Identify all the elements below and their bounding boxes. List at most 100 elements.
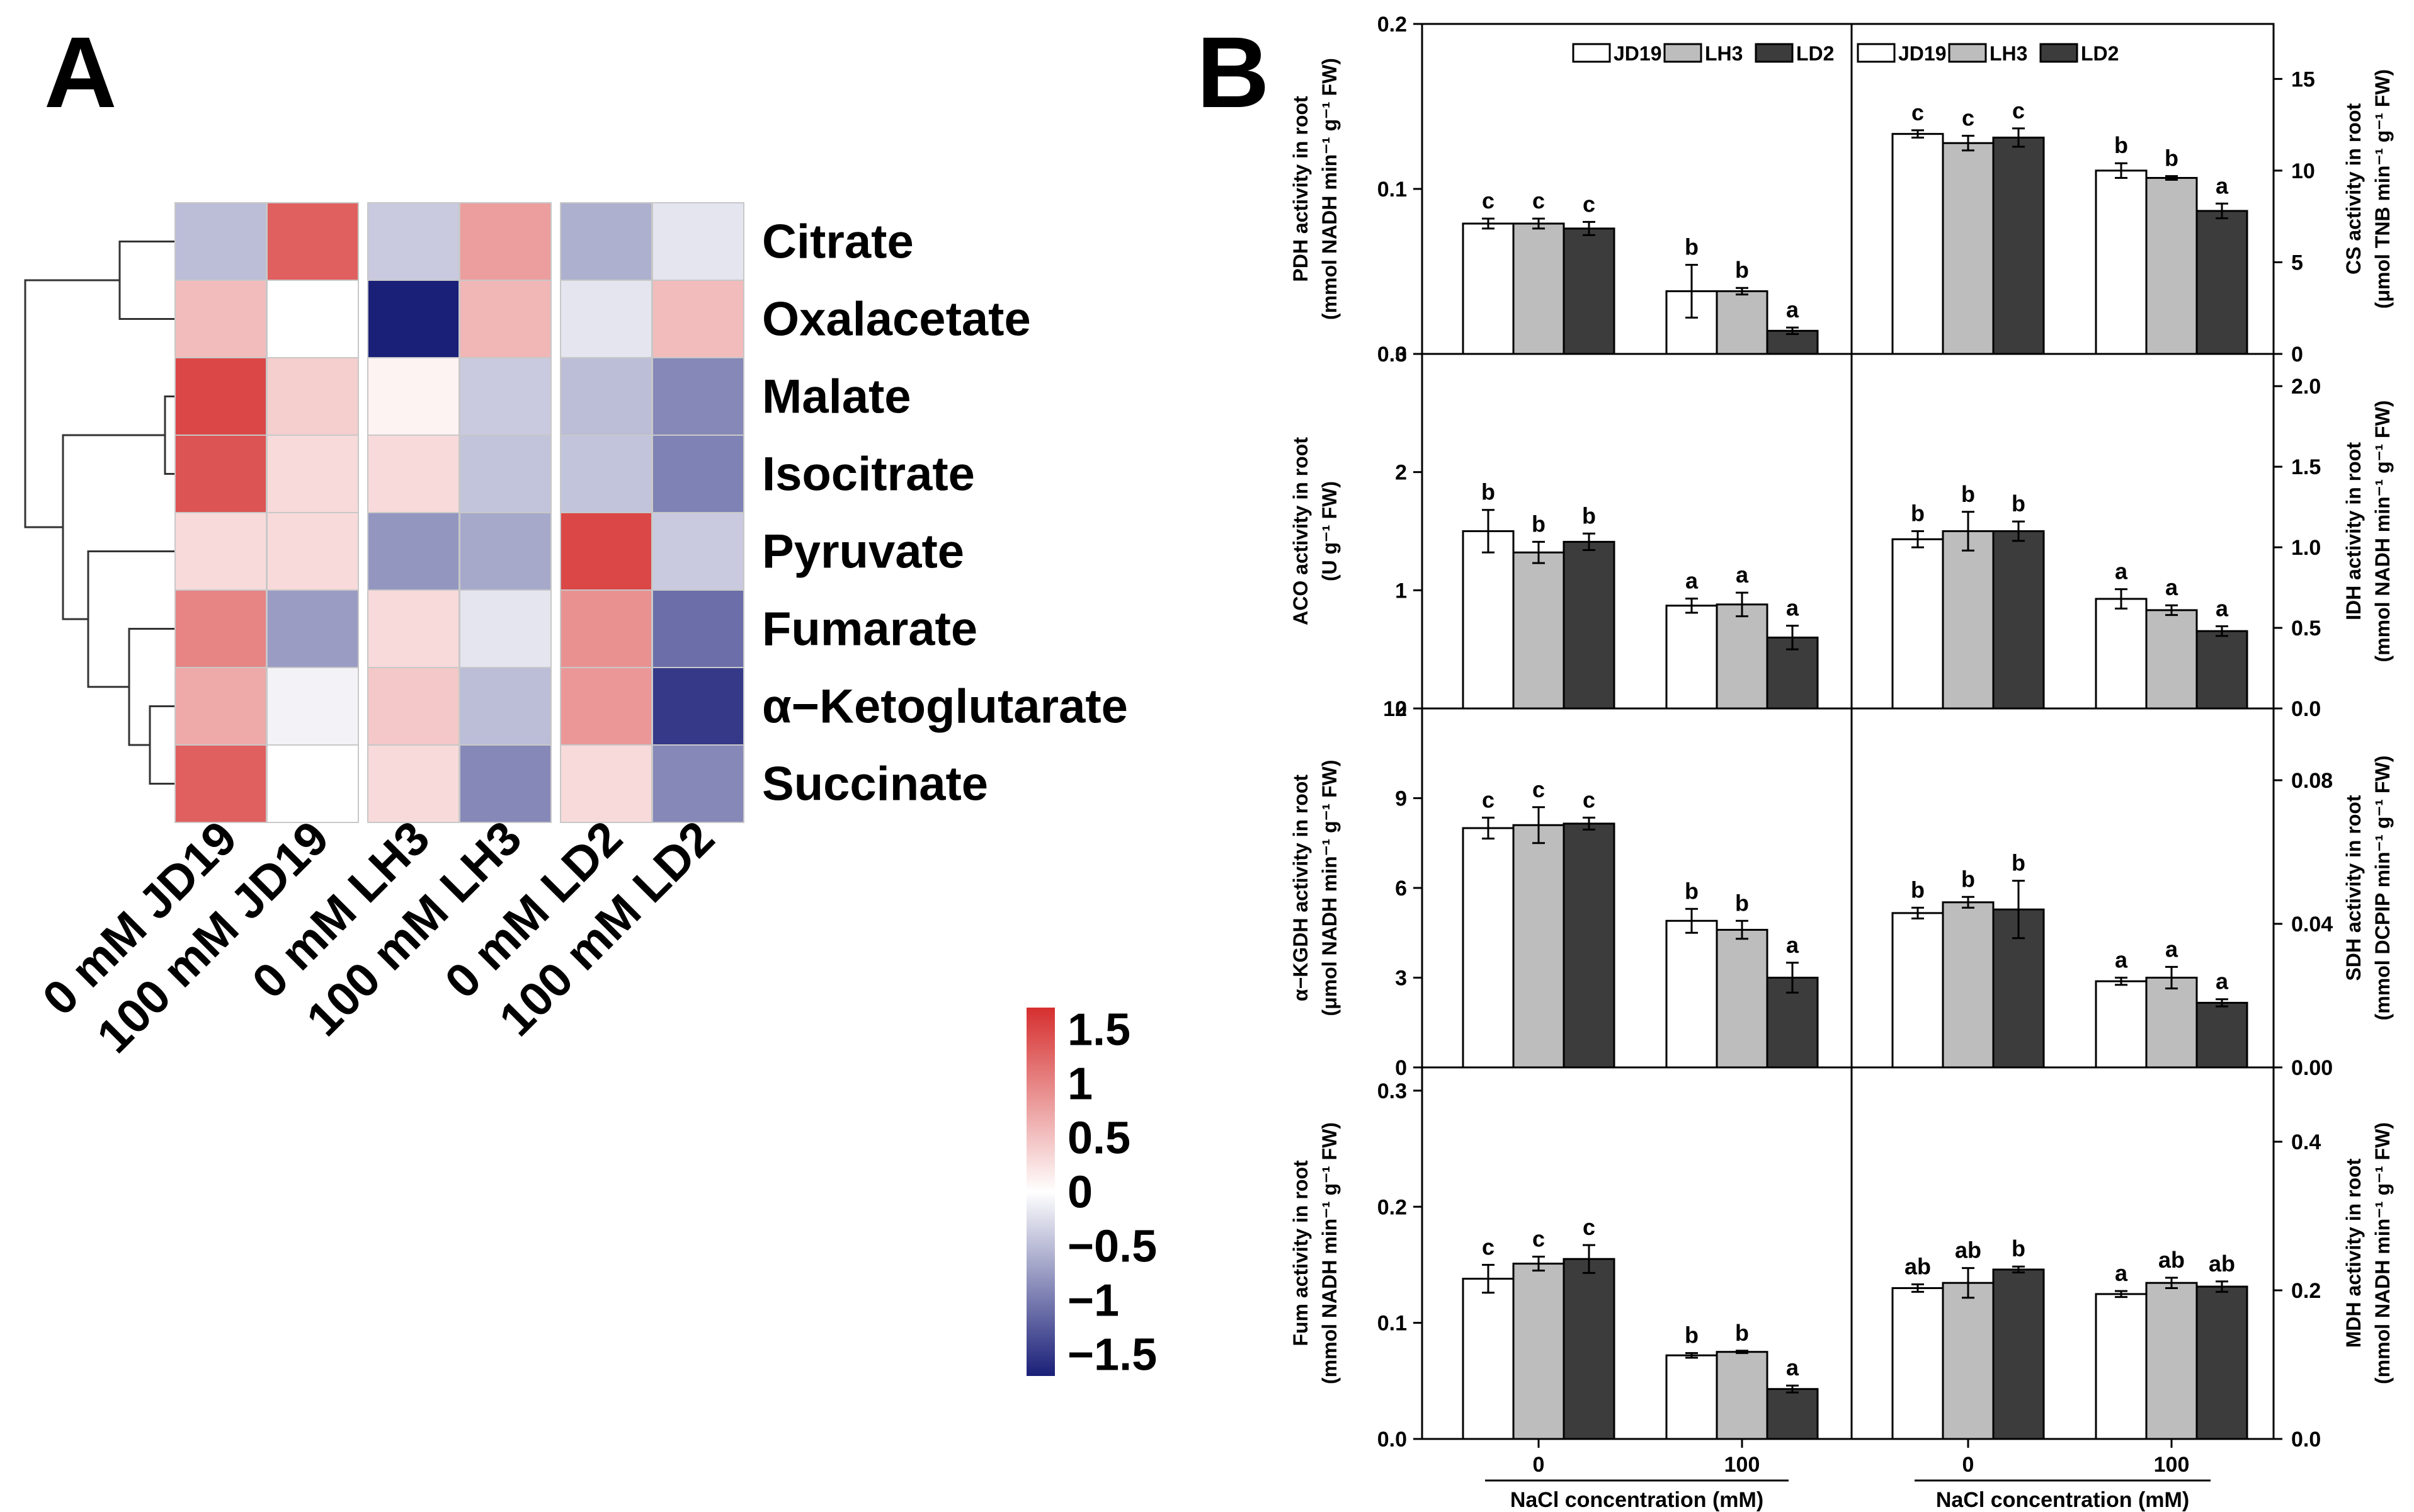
y-tick-label: 2.0 xyxy=(2291,375,2321,399)
bar xyxy=(1462,827,1515,1069)
heatmap-row-label: Pyruvate xyxy=(762,525,964,579)
bar xyxy=(1462,222,1515,355)
bar-legend: JD19 LH3 LD2 xyxy=(1572,42,1834,65)
legend-swatch xyxy=(1948,43,1987,63)
legend-swatch xyxy=(2039,43,2078,63)
y-axis-label-line2: (mmol NADH min⁻¹ g⁻¹ FW) xyxy=(1318,58,1341,320)
bar xyxy=(2195,1001,2248,1069)
heatmap-cell xyxy=(652,280,744,358)
y-tick-label: 3 xyxy=(1395,967,1407,991)
y-axis-label-line2: (μmol TNB min⁻¹ g⁻¹ FW) xyxy=(2371,69,2394,309)
y-axis-label-line1: PDH activity in root xyxy=(1289,96,1312,282)
y-tick-label: 0.2 xyxy=(1377,13,1407,37)
significance-letter: b xyxy=(1735,1320,1749,1346)
heatmap-color-legend: 1.510.50−0.5−1−1.5 xyxy=(1027,1004,1157,1380)
significance-letter: a xyxy=(1786,1355,1799,1380)
panel-label-a: A xyxy=(44,16,117,128)
significance-letter: b xyxy=(1735,257,1749,283)
significance-letter: c xyxy=(1482,188,1495,213)
panel-a: A Citrate Oxalacetate Malate Isocitrate Pyru… xyxy=(24,16,1157,1380)
bar xyxy=(1942,901,1995,1069)
heatmap-cell xyxy=(174,512,267,591)
heatmap-row-label: Succinate xyxy=(762,758,988,811)
bar xyxy=(1942,142,1995,355)
heatmap-cell xyxy=(652,744,744,823)
heatmap-cell xyxy=(174,435,267,513)
heatmap-cell xyxy=(459,280,552,358)
significance-letter: b xyxy=(2012,1236,2025,1261)
bar xyxy=(1512,551,1565,710)
significance-letter: a xyxy=(1786,932,1799,958)
heatmap-cell xyxy=(459,202,552,281)
y-tick-label: 10 xyxy=(2291,159,2315,183)
heatmap-cell xyxy=(652,512,744,591)
bar-chart-fum: 0.0 0.1 0.2 0.3 Fum activity in root (mmol NA… xyxy=(1289,1066,1853,1512)
significance-letter: a xyxy=(2216,969,2229,994)
legend-swatch xyxy=(1857,43,1896,63)
bar xyxy=(2095,598,2148,710)
colorbar-tick-label: 1.5 xyxy=(1068,1004,1130,1055)
heatmap-cell xyxy=(174,202,267,281)
y-axis-label: CS activity in root (μmol TNB min⁻¹ g⁻¹ F… xyxy=(2342,69,2394,309)
significance-letter: a xyxy=(2165,574,2178,600)
significance-letter: c xyxy=(1532,776,1545,802)
bar xyxy=(1563,540,1615,710)
heatmap-cell xyxy=(560,202,652,281)
x-tick-label: 0 xyxy=(1533,1453,1545,1477)
significance-letter: c xyxy=(1482,787,1495,812)
colorbar-tick-label: 0.5 xyxy=(1068,1113,1130,1163)
y-axis-label-line1: IDH activity in root xyxy=(2342,442,2365,620)
heatmap-row-label: Fumarate xyxy=(762,603,977,656)
significance-letter: a xyxy=(2115,559,2128,584)
bar xyxy=(1992,1268,2045,1440)
heatmap-cell xyxy=(174,589,267,668)
x-tick-label: 100 xyxy=(2154,1453,2190,1477)
y-tick-label: 0.5 xyxy=(2291,617,2321,640)
y-tick-label: 0.0 xyxy=(2291,697,2321,721)
bar xyxy=(1891,912,1944,1069)
heatmap-row-label: Isocitrate xyxy=(762,448,975,501)
significance-letter: b xyxy=(2114,132,2128,158)
heatmap-cell xyxy=(266,512,359,591)
heatmap-cell xyxy=(367,744,460,823)
heatmap-cell xyxy=(459,357,552,436)
heatmap-cell xyxy=(560,512,652,591)
significance-letter: ab xyxy=(1904,1254,1931,1280)
heatmap-row-labels: Citrate Oxalacetate Malate Isocitrate Pyruva… xyxy=(762,215,1128,811)
y-axis-label-line2: (mmol NADH min⁻¹ g⁻¹ FW) xyxy=(1318,1122,1341,1384)
bar xyxy=(1716,1351,1768,1440)
y-axis-label: Fum activity in root (mmol NADH min⁻¹ g⁻¹… xyxy=(1289,1122,1341,1384)
dendrogram-branch xyxy=(62,434,165,620)
legend-label: LD2 xyxy=(1796,42,1834,65)
y-axis-label-line1: CS activity in root xyxy=(2342,103,2365,275)
significance-letter: a xyxy=(2115,1260,2128,1286)
bar xyxy=(2195,210,2248,355)
panel-label-b: B xyxy=(1197,16,1270,128)
y-tick-label: 1.5 xyxy=(2291,455,2321,479)
y-tick-label: 0.04 xyxy=(2291,912,2333,936)
heatmap-cell xyxy=(367,512,460,591)
colorbar-gradient xyxy=(1027,1008,1055,1376)
heatmap-cell xyxy=(560,744,652,823)
significance-letter: a xyxy=(2115,947,2128,973)
heatmap-cell xyxy=(174,280,267,358)
y-tick-label: 0.3 xyxy=(1377,1079,1407,1103)
bar-chart-mdh: 0.0 0.2 0.4 MDH activity in root (mmol NADH … xyxy=(1850,1066,2394,1512)
bar-charts: 0.0 0.1 0.2 PDH activity in root (mmol NADH … xyxy=(1289,13,2394,1512)
bar xyxy=(1992,530,2045,710)
heatmap-cell xyxy=(459,512,552,591)
bar-chart-kgdh: 0 3 6 9 12 α−KGDH activity in root (μmol NADH … xyxy=(1289,697,1853,1080)
significance-letter: a xyxy=(2216,595,2229,621)
y-axis-label: ACO activity in root (U g⁻¹ FW) xyxy=(1289,437,1341,625)
legend-label: LH3 xyxy=(1705,42,1743,65)
bar xyxy=(1891,133,1944,355)
significance-letter: b xyxy=(1911,501,1925,526)
heatmap-cell xyxy=(459,667,552,746)
bar-chart-idh: 0.0 0.5 1.0 1.5 2.0 IDH activity in root (mmol… xyxy=(1850,353,2394,721)
panel-b: B 0.0 0.1 0.2 PDH activity in root (mmol NAD… xyxy=(1197,13,2394,1512)
bar xyxy=(1462,1278,1515,1440)
bar xyxy=(1665,919,1718,1069)
significance-letter: c xyxy=(1532,1226,1545,1252)
x-tick-label: 0 xyxy=(1962,1453,1974,1477)
